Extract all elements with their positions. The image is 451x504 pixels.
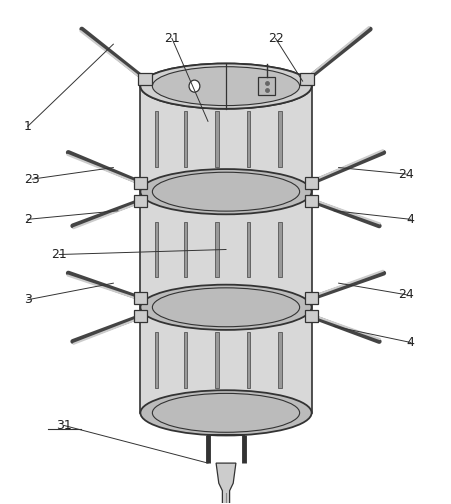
Bar [278, 333, 281, 388]
Bar [133, 195, 147, 207]
Bar [215, 333, 218, 388]
Text: 3: 3 [24, 293, 32, 306]
Bar [299, 73, 313, 85]
Ellipse shape [152, 172, 299, 211]
Bar [133, 292, 147, 304]
Text: 24: 24 [397, 168, 413, 180]
Text: 21: 21 [164, 32, 179, 45]
Text: 4: 4 [406, 336, 414, 349]
Bar [304, 176, 318, 188]
Bar [246, 111, 249, 166]
Bar [304, 195, 318, 207]
Bar [138, 73, 152, 85]
Text: 31: 31 [56, 419, 72, 432]
Text: 24: 24 [397, 288, 413, 301]
Ellipse shape [152, 288, 299, 327]
Bar [154, 333, 157, 388]
Text: 4: 4 [406, 213, 414, 226]
Ellipse shape [152, 67, 299, 106]
Ellipse shape [140, 64, 311, 109]
Ellipse shape [140, 390, 311, 435]
Polygon shape [140, 86, 311, 192]
Text: 21: 21 [51, 248, 67, 261]
Text: 1: 1 [24, 120, 32, 133]
Bar [184, 222, 187, 277]
Ellipse shape [152, 394, 299, 432]
Polygon shape [216, 463, 235, 504]
Bar [133, 310, 147, 323]
Text: 23: 23 [24, 173, 40, 185]
Bar [278, 222, 281, 277]
Bar [258, 77, 274, 95]
Ellipse shape [140, 64, 311, 109]
Ellipse shape [140, 285, 311, 330]
Text: 22: 22 [267, 32, 283, 45]
Text: 2: 2 [24, 213, 32, 226]
Ellipse shape [140, 169, 311, 214]
Polygon shape [140, 307, 311, 413]
Bar [133, 176, 147, 188]
Bar [215, 222, 218, 277]
Circle shape [189, 80, 199, 92]
Bar [246, 333, 249, 388]
Bar [246, 222, 249, 277]
Bar [154, 111, 157, 166]
Bar [215, 111, 218, 166]
Bar [278, 111, 281, 166]
Bar [184, 333, 187, 388]
Polygon shape [140, 192, 311, 307]
Bar [184, 111, 187, 166]
Bar [154, 222, 157, 277]
Ellipse shape [152, 67, 299, 106]
Bar [304, 310, 318, 323]
Bar [304, 292, 318, 304]
